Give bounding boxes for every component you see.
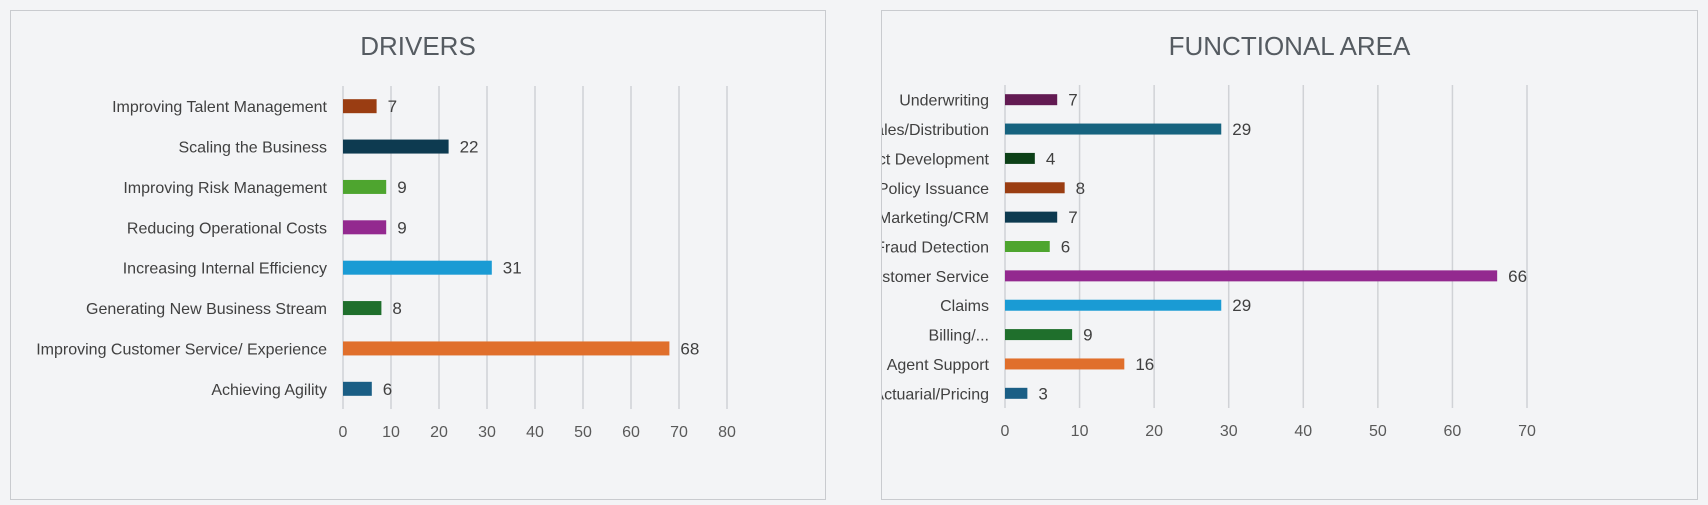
drivers-category-label: Increasing Internal Efficiency (123, 261, 327, 278)
functional-area-data-label: 29 (1232, 120, 1251, 139)
drivers-data-label: 9 (397, 178, 406, 197)
functional-area-category-label: Actuarial/Pricing (882, 386, 989, 403)
functional-area-bar (1005, 299, 1222, 311)
functional-area-data-label: 6 (1061, 238, 1070, 257)
drivers-tick-label: 20 (430, 424, 448, 441)
functional-area-bar (1005, 94, 1058, 106)
drivers-bar (343, 220, 387, 235)
drivers-data-label: 8 (392, 299, 401, 318)
functional-area-bar (1005, 241, 1050, 252)
functional-area-tick-label: 0 (1001, 423, 1010, 440)
functional-area-category-label: Claims (940, 298, 989, 315)
functional-area-data-label: 3 (1038, 384, 1047, 403)
functional-area-chart-panel: FUNCTIONAL AREA 0 10 20 30 40 50 60 70 Underwrit… (881, 10, 1698, 500)
drivers-category-label: Improving Risk Management (123, 180, 327, 197)
drivers-bar (343, 99, 377, 114)
functional-area-data-label: 7 (1068, 91, 1077, 110)
functional-area-bar (1005, 152, 1035, 164)
functional-area-data-label: 8 (1076, 179, 1085, 198)
drivers-tick-label: 30 (478, 424, 496, 441)
functional-area-tick-label: 10 (1071, 423, 1089, 440)
functional-area-tick-label: 60 (1444, 423, 1462, 440)
drivers-bar (343, 179, 387, 194)
functional-area-category-label: Underwriting (899, 93, 989, 110)
drivers-category-label: Generating New Business Stream (86, 301, 327, 318)
drivers-tick-label: 40 (526, 424, 544, 441)
functional-area-tick-label: 70 (1518, 423, 1536, 440)
drivers-data-label: 6 (383, 380, 392, 399)
functional-area-category-label: Product Development (882, 151, 990, 168)
drivers-category-label: Achieving Agility (211, 382, 327, 399)
functional-area-bar (1005, 329, 1073, 341)
drivers-tick-label: 70 (670, 424, 688, 441)
drivers-category-label: Improving Customer Service/ Experience (36, 341, 327, 358)
drivers-data-label: 68 (680, 339, 699, 358)
functional-area-category-label: Sales/Distribution (882, 122, 989, 139)
drivers-bar (343, 341, 670, 356)
functional-area-data-label: 29 (1232, 296, 1251, 315)
functional-area-bar (1005, 211, 1058, 223)
drivers-chart-panel: DRIVERS 0 10 20 30 40 50 60 70 80 Improving Talen… (10, 10, 826, 500)
drivers-data-label: 22 (460, 138, 479, 157)
functional-area-chart: 0 10 20 30 40 50 60 70 Underwriting 7 Sales/Distri… (882, 85, 1536, 440)
drivers-bar (343, 301, 382, 316)
functional-area-bar (1005, 123, 1222, 135)
functional-area-chart-title: FUNCTIONAL AREA (1168, 31, 1411, 61)
drivers-category-label: Scaling the Business (178, 140, 327, 157)
drivers-tick-label: 80 (718, 424, 736, 441)
functional-area-category-label: Customer Service (882, 269, 989, 286)
drivers-bar (343, 139, 449, 154)
functional-area-category-label: Agent Support (887, 357, 990, 374)
functional-area-bar (1005, 182, 1065, 194)
drivers-bar (343, 260, 492, 275)
drivers-bar (343, 381, 372, 396)
drivers-data-label: 9 (397, 218, 406, 237)
functional-area-bar (1005, 387, 1028, 399)
functional-area-data-label: 66 (1508, 267, 1527, 286)
functional-area-data-label: 7 (1068, 208, 1077, 227)
functional-area-tick-label: 30 (1220, 423, 1238, 440)
functional-area-tick-label: 20 (1145, 423, 1163, 440)
drivers-data-label: 7 (388, 97, 397, 116)
drivers-chart: 0 10 20 30 40 50 60 70 80 Improving Talent Manage… (36, 86, 736, 441)
functional-area-category-label: Billing/... (929, 328, 989, 345)
functional-area-tick-label: 40 (1294, 423, 1312, 440)
functional-area-category-label: Marketing/CRM (882, 210, 989, 227)
functional-area-bar (1005, 270, 1498, 282)
functional-area-data-label: 4 (1046, 149, 1055, 168)
drivers-category-label: Improving Talent Management (112, 99, 327, 116)
drivers-category-label: Reducing Operational Costs (127, 220, 327, 237)
functional-area-data-label: 9 (1083, 326, 1092, 345)
functional-area-data-label: 16 (1135, 355, 1154, 374)
functional-area-bar (1005, 358, 1125, 370)
drivers-tick-label: 60 (622, 424, 640, 441)
drivers-tick-label: 50 (574, 424, 592, 441)
functional-area-category-label: Fraud Detection (882, 240, 989, 257)
functional-area-category-label: Policy Issuance (882, 181, 989, 198)
functional-area-tick-label: 50 (1369, 423, 1387, 440)
drivers-tick-label: 10 (382, 424, 400, 441)
drivers-chart-title: DRIVERS (360, 31, 476, 61)
drivers-tick-label: 0 (339, 424, 348, 441)
drivers-data-label: 31 (503, 259, 522, 278)
